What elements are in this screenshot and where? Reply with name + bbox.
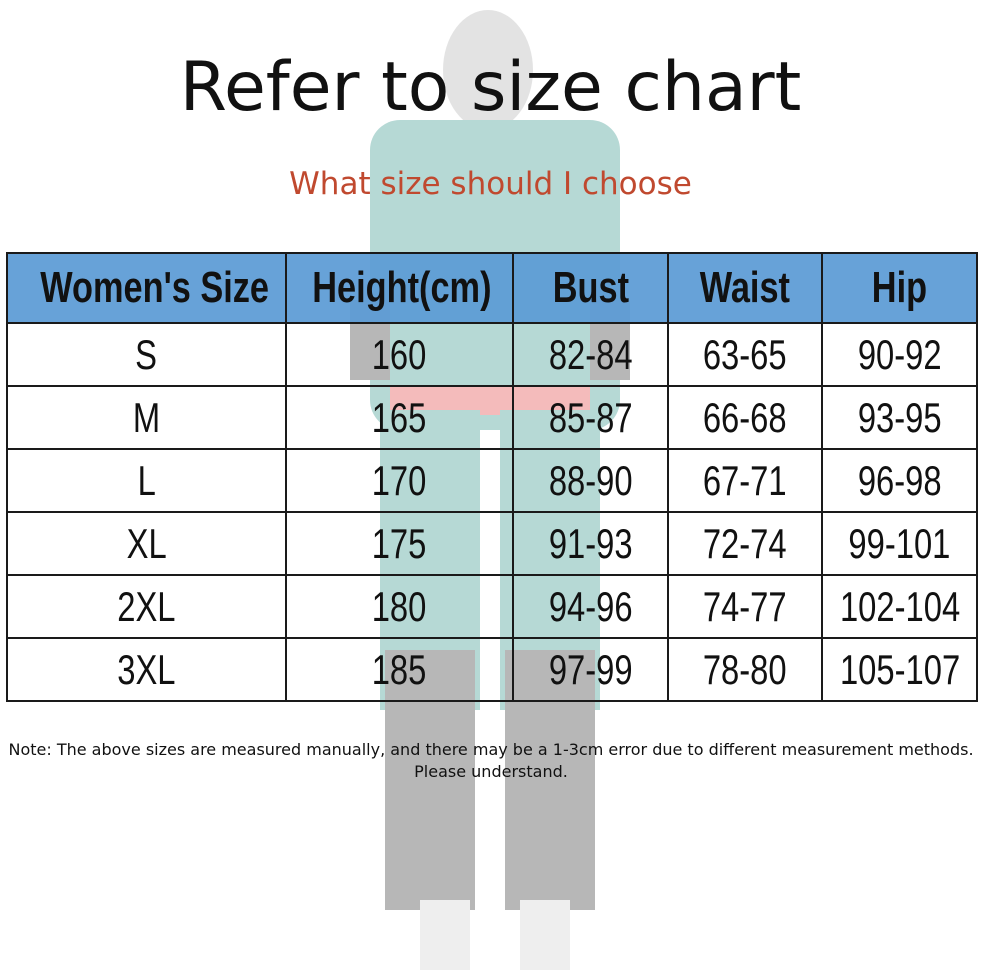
cell-waist: 67-71 bbox=[667, 448, 823, 513]
cell-hip: 96-98 bbox=[821, 448, 978, 513]
cell-bust: 97-99 bbox=[512, 637, 669, 702]
cell-bust: 91-93 bbox=[512, 511, 669, 576]
measurement-note: Note: The above sizes are measured manua… bbox=[8, 740, 974, 781]
cell-size: 2XL bbox=[6, 574, 287, 639]
cell-height: 160 bbox=[285, 322, 514, 387]
cell-hip: 99-101 bbox=[821, 511, 978, 576]
cell-waist: 66-68 bbox=[667, 385, 823, 450]
table-row: XL 175 91-93 72-74 99-101 bbox=[6, 511, 978, 576]
table-row: 2XL 180 94-96 74-77 102-104 bbox=[6, 574, 978, 639]
cell-bust: 82-84 bbox=[512, 322, 669, 387]
cell-bust: 94-96 bbox=[512, 574, 669, 639]
header-bust: Bust bbox=[512, 252, 669, 324]
cell-size: XL bbox=[6, 511, 287, 576]
cell-bust: 88-90 bbox=[512, 448, 669, 513]
cell-bust: 85-87 bbox=[512, 385, 669, 450]
table-row: 3XL 185 97-99 78-80 105-107 bbox=[6, 637, 978, 702]
cell-height: 180 bbox=[285, 574, 514, 639]
cell-size: S bbox=[6, 322, 287, 387]
table-row: M 165 85-87 66-68 93-95 bbox=[6, 385, 978, 450]
cell-waist: 78-80 bbox=[667, 637, 823, 702]
cell-height: 175 bbox=[285, 511, 514, 576]
cell-height: 185 bbox=[285, 637, 514, 702]
page-title: Refer to size chart bbox=[179, 48, 802, 127]
cell-size: 3XL bbox=[6, 637, 287, 702]
header-hip: Hip bbox=[821, 252, 978, 324]
cell-hip: 90-92 bbox=[821, 322, 978, 387]
cell-height: 165 bbox=[285, 385, 514, 450]
header-waist: Waist bbox=[667, 252, 823, 324]
header-height: Height(cm) bbox=[285, 252, 514, 324]
cell-size: L bbox=[6, 448, 287, 513]
table-row: S 160 82-84 63-65 90-92 bbox=[6, 322, 978, 387]
cell-hip: 105-107 bbox=[821, 637, 978, 702]
cell-hip: 102-104 bbox=[821, 574, 978, 639]
subtitle: What size should I choose bbox=[289, 166, 692, 202]
table-row: L 170 88-90 67-71 96-98 bbox=[6, 448, 978, 513]
header-size: Women's Size bbox=[6, 252, 287, 324]
cell-waist: 74-77 bbox=[667, 574, 823, 639]
cell-waist: 63-65 bbox=[667, 322, 823, 387]
size-chart-table: Women's Size Height(cm) Bust Waist Hip S… bbox=[6, 252, 978, 702]
cell-waist: 72-74 bbox=[667, 511, 823, 576]
cell-size: M bbox=[6, 385, 287, 450]
table-header-row: Women's Size Height(cm) Bust Waist Hip bbox=[6, 252, 978, 324]
cell-hip: 93-95 bbox=[821, 385, 978, 450]
cell-height: 170 bbox=[285, 448, 514, 513]
